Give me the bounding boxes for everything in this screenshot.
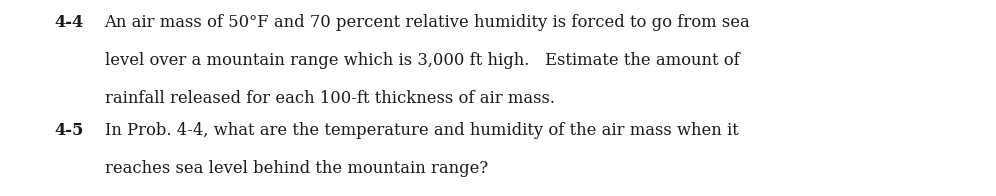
Text: reaches sea level behind the mountain range?: reaches sea level behind the mountain ra… bbox=[105, 160, 488, 177]
Text: 4-4: 4-4 bbox=[55, 14, 84, 31]
Text: An air mass of 50°F and 70 percent relative humidity is forced to go from sea: An air mass of 50°F and 70 percent relat… bbox=[105, 14, 750, 31]
Text: level over a mountain range which is 3,000 ft high.   Estimate the amount of: level over a mountain range which is 3,0… bbox=[105, 52, 739, 69]
Text: 4-5: 4-5 bbox=[55, 122, 84, 139]
Text: In Prob. 4-4, what are the temperature and humidity of the air mass when it: In Prob. 4-4, what are the temperature a… bbox=[105, 122, 738, 139]
Text: rainfall released for each 100-ft thickness of air mass.: rainfall released for each 100-ft thickn… bbox=[105, 90, 555, 107]
